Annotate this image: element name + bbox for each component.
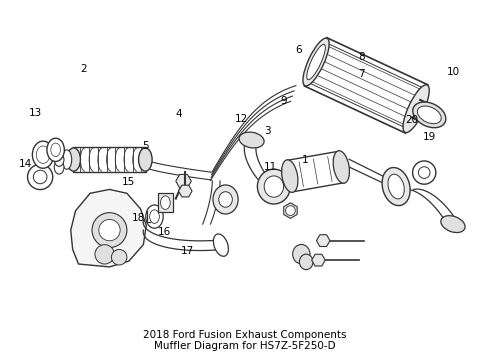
Text: 18: 18	[131, 213, 145, 223]
Text: 4: 4	[176, 109, 182, 120]
Text: 2018 Ford Fusion Exhaust Components
Muffler Diagram for HS7Z-5F250-D: 2018 Ford Fusion Exhaust Components Muff…	[142, 329, 346, 351]
Ellipse shape	[381, 167, 409, 206]
Text: 2: 2	[80, 64, 86, 75]
Ellipse shape	[332, 151, 349, 183]
Polygon shape	[157, 193, 173, 212]
Text: 11: 11	[263, 162, 276, 172]
Ellipse shape	[95, 245, 114, 264]
Ellipse shape	[51, 143, 61, 157]
Text: 20: 20	[405, 116, 418, 126]
Text: 9: 9	[280, 96, 286, 106]
Ellipse shape	[212, 185, 238, 214]
Ellipse shape	[292, 244, 309, 264]
Text: 8: 8	[358, 53, 364, 62]
Ellipse shape	[160, 196, 170, 210]
Text: 13: 13	[28, 108, 41, 118]
Ellipse shape	[440, 216, 464, 233]
Polygon shape	[73, 148, 145, 172]
Ellipse shape	[99, 220, 120, 241]
Ellipse shape	[412, 161, 435, 184]
Ellipse shape	[54, 147, 64, 157]
Polygon shape	[71, 189, 146, 267]
Ellipse shape	[239, 132, 264, 148]
Ellipse shape	[138, 148, 152, 171]
Ellipse shape	[54, 161, 64, 174]
Ellipse shape	[257, 169, 290, 204]
Polygon shape	[283, 203, 297, 219]
Text: 3: 3	[264, 126, 270, 136]
Ellipse shape	[285, 206, 295, 215]
Ellipse shape	[306, 44, 325, 80]
Text: 16: 16	[158, 226, 171, 237]
Ellipse shape	[299, 254, 312, 270]
Ellipse shape	[62, 150, 72, 169]
Ellipse shape	[218, 192, 232, 207]
Ellipse shape	[67, 148, 80, 171]
Polygon shape	[176, 175, 191, 188]
Polygon shape	[311, 254, 325, 266]
Polygon shape	[316, 235, 329, 247]
Text: 17: 17	[180, 246, 193, 256]
Polygon shape	[304, 38, 427, 133]
Text: 15: 15	[122, 177, 135, 187]
Ellipse shape	[149, 210, 159, 224]
Ellipse shape	[145, 205, 163, 228]
Text: 5: 5	[142, 141, 149, 151]
Ellipse shape	[111, 249, 127, 265]
Text: 12: 12	[235, 114, 248, 124]
Ellipse shape	[412, 102, 445, 128]
Ellipse shape	[387, 174, 404, 199]
Ellipse shape	[213, 234, 228, 256]
Ellipse shape	[92, 213, 127, 248]
Ellipse shape	[303, 38, 328, 86]
Ellipse shape	[27, 165, 53, 190]
Ellipse shape	[402, 85, 428, 132]
Ellipse shape	[264, 176, 283, 197]
Ellipse shape	[33, 170, 47, 184]
Polygon shape	[178, 185, 192, 197]
Ellipse shape	[32, 141, 54, 168]
Text: 6: 6	[295, 45, 302, 55]
Text: 19: 19	[422, 132, 435, 142]
Ellipse shape	[54, 153, 64, 166]
Text: 1: 1	[301, 154, 307, 165]
Text: 14: 14	[19, 159, 32, 169]
Ellipse shape	[418, 167, 429, 178]
Text: 7: 7	[358, 69, 364, 79]
Ellipse shape	[47, 138, 64, 162]
Text: 10: 10	[446, 67, 459, 77]
Polygon shape	[286, 151, 344, 192]
Ellipse shape	[36, 146, 50, 163]
Ellipse shape	[281, 160, 297, 192]
Ellipse shape	[417, 106, 440, 124]
